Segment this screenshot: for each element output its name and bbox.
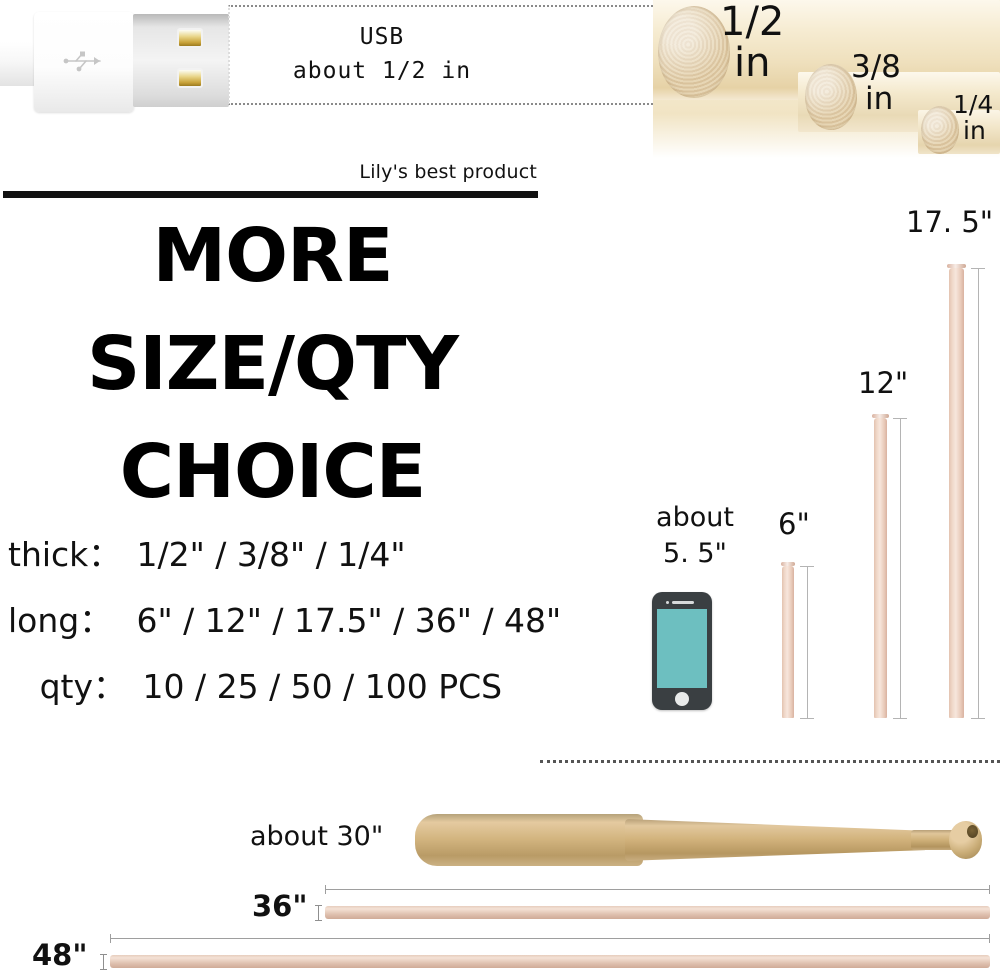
phone-home-button	[675, 692, 689, 706]
rod-48-inch	[110, 955, 990, 968]
phone-camera	[666, 601, 669, 604]
rod-end-tick-cap-top-36	[315, 905, 322, 906]
rod-end-tick-cap-bottom-48	[100, 969, 107, 970]
dimension-line-17-5	[978, 268, 979, 718]
dowel-size-label-three-eighth: 3/8 in	[851, 49, 901, 117]
rod-end-tick-48	[103, 954, 104, 969]
usb-connector-image	[0, 10, 230, 112]
dowel-size-unit: in	[865, 80, 894, 117]
rod-cap-12	[872, 414, 889, 418]
dowel-size-label-quarter: 1/4 in	[953, 92, 993, 143]
dimension-tick-right-36	[989, 885, 990, 894]
smartphone-reference-image	[652, 592, 712, 710]
baseball-bat-image	[415, 808, 982, 870]
dowel-size-label-half: 1/2 in	[720, 2, 784, 84]
phone-size-label: about 5. 5"	[630, 500, 760, 572]
spec-label-thick: thick：	[8, 535, 122, 574]
usb-caption: USB about 1/2 in	[232, 20, 532, 88]
usb-caption-line2: about 1/2 in	[292, 58, 472, 84]
dowel-size-value: 1/4	[953, 90, 994, 119]
dimension-tick-bottom-6	[800, 718, 814, 719]
dowel-end-face-quarter	[921, 106, 959, 154]
headline-line-2: SIZE/QTY	[86, 321, 459, 407]
bat-knob	[949, 821, 982, 859]
spec-list: thick： 1/2" / 3/8" / 1/4" long： 6" / 12"…	[8, 522, 608, 720]
usb-connector-housing	[34, 12, 134, 112]
usb-contact-pin	[177, 28, 203, 48]
spec-label-long: long：	[8, 601, 113, 640]
dowel-size-value: 3/8	[851, 49, 901, 85]
spec-row-length: long： 6" / 12" / 17.5" / 36" / 48"	[8, 588, 608, 654]
top-band: USB about 1/2 in 1/2 in 3/8 in 1/4 in	[0, 0, 1000, 158]
size-comparison-group: 17. 5" 12" 6" about 5. 5"	[600, 190, 1000, 730]
bat-barrel	[415, 814, 643, 866]
rod-label-36: 36"	[252, 889, 308, 923]
dimension-tick-top-6	[800, 566, 814, 567]
spec-value-thick: 1/2" / 3/8" / 1/4"	[136, 535, 406, 574]
rod-cap-17-5	[947, 264, 966, 268]
phone-speaker	[672, 601, 694, 604]
bat-taper	[625, 819, 925, 861]
usb-caption-line1: USB	[359, 24, 405, 50]
rod-label-48: 48"	[32, 938, 88, 972]
phone-screen	[657, 609, 707, 688]
spec-value-qty: 10 / 25 / 50 / 100 PCS	[142, 667, 503, 706]
spec-label-qty: qty：	[39, 667, 126, 706]
header-divider-rule	[3, 191, 538, 198]
baseball-bat-label: about 30"	[250, 821, 384, 852]
dimension-line-36	[325, 889, 990, 890]
phone-label-line1: about	[656, 502, 734, 533]
page-title: MORE SIZE/QTY CHOICE	[0, 202, 545, 526]
brand-tagline: Lily's best product	[359, 161, 537, 183]
rod-label-12: 12"	[858, 366, 909, 400]
dimension-tick-right-48	[989, 934, 990, 943]
dimension-tick-top-17-5	[971, 268, 985, 269]
dimension-tick-top-12	[893, 418, 907, 419]
dimension-tick-left-36	[325, 885, 326, 894]
dimension-tick-bottom-12	[893, 718, 907, 719]
rod-6-inch	[782, 566, 794, 718]
usb-metal-shell	[133, 14, 229, 107]
dowel-end-face-three-eighth	[805, 64, 857, 130]
dowel-size-unit: in	[734, 39, 771, 86]
dotted-separator	[540, 760, 1000, 766]
rod-cap-6	[781, 562, 795, 566]
dowel-size-unit: in	[963, 115, 986, 145]
rod-label-17-5: 17. 5"	[906, 205, 994, 239]
rod-17-5-inch	[949, 268, 964, 718]
phone-label-line2: 5. 5"	[663, 538, 727, 569]
dimension-tick-left-48	[110, 934, 111, 943]
dimension-line-6	[807, 566, 808, 718]
rod-12-inch	[874, 418, 887, 718]
rod-label-6: 6"	[778, 507, 810, 541]
dowel-end-face-half	[658, 6, 730, 98]
usb-trident-icon	[60, 50, 106, 72]
headline-line-1: MORE	[152, 213, 393, 299]
usb-contact-pin	[177, 68, 203, 88]
spec-row-quantity: qty： 10 / 25 / 50 / 100 PCS	[8, 654, 608, 720]
rod-36-inch	[325, 906, 990, 919]
rod-end-tick-cap-bottom-36	[315, 920, 322, 921]
rod-end-tick-cap-top-48	[100, 954, 107, 955]
dimension-tick-bottom-17-5	[971, 718, 985, 719]
dowel-size-value: 1/2	[720, 0, 785, 45]
rod-end-tick-36	[318, 905, 319, 920]
headline-line-3: CHOICE	[119, 429, 427, 515]
spec-value-long: 6" / 12" / 17.5" / 36" / 48"	[136, 601, 562, 640]
dowel-ends-photo: 1/2 in 3/8 in 1/4 in	[653, 0, 1000, 158]
dimension-line-12	[900, 418, 901, 718]
dimension-line-48	[110, 938, 990, 939]
bat-knob-hole	[967, 825, 978, 838]
spec-row-thickness: thick： 1/2" / 3/8" / 1/4"	[8, 522, 608, 588]
